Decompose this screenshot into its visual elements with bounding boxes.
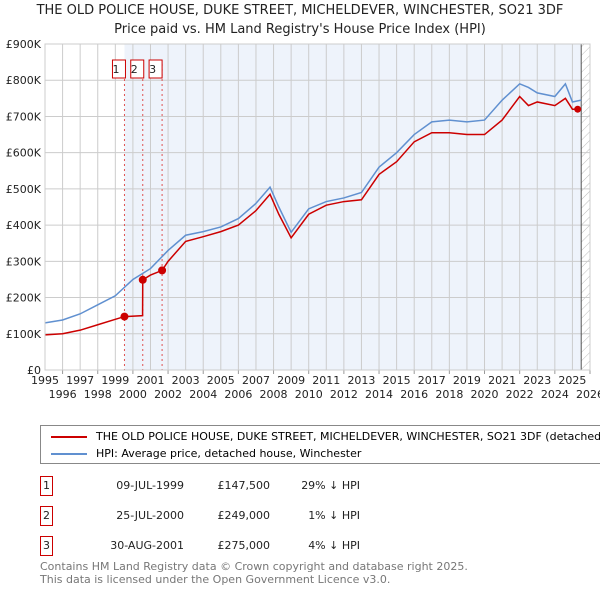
x-tick-label: 2012 — [330, 388, 358, 401]
legend-swatch-hpi — [51, 452, 87, 455]
x-tick-label: 2008 — [260, 388, 288, 401]
sale-marker-box — [130, 59, 145, 79]
y-tick-label: £200K — [6, 292, 42, 305]
x-tick-label: 2004 — [189, 388, 217, 401]
x-tick-label: 2010 — [295, 388, 323, 401]
x-tick-label: 1999 — [101, 374, 129, 387]
shaded-region — [124, 44, 582, 370]
sale-marker-box — [111, 59, 126, 79]
legend: THE OLD POLICE HOUSE, DUKE STREET, MICHE… — [40, 425, 600, 464]
x-tick-label: 2006 — [224, 388, 252, 401]
x-tick-label: 2016 — [400, 388, 428, 401]
sale-point — [138, 275, 147, 284]
sale-date: 30-AUG-2001 — [110, 539, 184, 552]
x-tick-label: 2015 — [383, 374, 411, 387]
y-tick-label: £900K — [6, 38, 42, 51]
y-tick-label: £100K — [6, 328, 42, 341]
sale-marker-label: 1 — [40, 476, 53, 496]
x-tick-label: 2023 — [523, 374, 551, 387]
x-tick-label: 2000 — [119, 388, 147, 401]
footer: Contains HM Land Registry data © Crown c… — [40, 560, 468, 586]
chart-title: THE OLD POLICE HOUSE, DUKE STREET, MICHE… — [36, 3, 564, 18]
x-tick-label: 2025 — [558, 374, 586, 387]
x-tick-label: 2021 — [488, 374, 516, 387]
sale-date: 09-JUL-1999 — [116, 479, 184, 492]
legend-swatch-property — [51, 435, 87, 438]
y-tick-label: £300K — [6, 255, 42, 268]
x-tick-label: 2013 — [347, 374, 375, 387]
sale-marker-label: 2 — [131, 63, 138, 76]
forecast-hatch — [581, 44, 590, 370]
hpi-line — [44, 82, 582, 324]
x-tick-label: 1998 — [84, 388, 112, 401]
sale-hpi-delta: 4% ↓ HPI — [308, 539, 360, 552]
x-tick-label: 2001 — [136, 374, 164, 387]
property-price-line — [44, 95, 582, 336]
sale-price: £147,500 — [217, 479, 271, 492]
legend-label-property: THE OLD POLICE HOUSE, DUKE STREET, MICHE… — [96, 430, 600, 443]
sale-date: 25-JUL-2000 — [116, 509, 184, 522]
y-tick-label: £600K — [6, 147, 42, 160]
sale-hpi-delta: 29% ↓ HPI — [301, 479, 360, 492]
sale-price: £249,000 — [217, 509, 271, 522]
sale-marker-label: 1 — [112, 63, 119, 76]
x-tick-label: 2020 — [471, 388, 499, 401]
x-tick-label: 2019 — [453, 374, 481, 387]
latest-point — [574, 105, 582, 113]
legend-label-hpi: HPI: Average price, detached house, Winc… — [96, 447, 362, 460]
y-tick-label: £800K — [6, 74, 42, 87]
x-tick-label: 1995 — [31, 374, 59, 387]
plot-border — [44, 43, 591, 371]
x-tick-label: 2002 — [154, 388, 182, 401]
x-tick-label: 2026 — [576, 388, 600, 401]
sale-marker-box — [148, 59, 163, 79]
x-tick-label: 2017 — [418, 374, 446, 387]
sale-marker-label: 3 — [149, 63, 156, 76]
x-tick-label: 1996 — [49, 388, 77, 401]
x-tick-label: 2005 — [207, 374, 235, 387]
y-tick-label: £0 — [27, 364, 41, 377]
x-tick-label: 2018 — [435, 388, 463, 401]
x-tick-label: 2022 — [506, 388, 534, 401]
sale-point — [120, 312, 129, 321]
sale-marker-label: 3 — [40, 536, 53, 556]
x-tick-label: 2011 — [312, 374, 340, 387]
y-tick-label: £500K — [6, 183, 42, 196]
copyright-text: Contains HM Land Registry data © Crown c… — [40, 560, 468, 573]
x-tick-label: 2009 — [277, 374, 305, 387]
y-tick-label: £700K — [6, 110, 42, 123]
chart-subtitle: Price paid vs. HM Land Registry's House … — [114, 22, 486, 37]
sale-marker-label: 2 — [40, 506, 53, 526]
licence-text: This data is licensed under the Open Gov… — [40, 573, 391, 586]
x-tick-label: 2024 — [541, 388, 569, 401]
y-tick-label: £400K — [6, 219, 42, 232]
sale-price: £275,000 — [217, 539, 271, 552]
sale-point — [158, 266, 167, 275]
x-tick-label: 2007 — [242, 374, 270, 387]
x-tick-label: 1997 — [66, 374, 94, 387]
x-tick-label: 2003 — [172, 374, 200, 387]
sale-hpi-delta: 1% ↓ HPI — [308, 509, 360, 522]
price-chart: 1995199619971998199920002001200220032004… — [6, 38, 600, 401]
x-tick-label: 2014 — [365, 388, 393, 401]
